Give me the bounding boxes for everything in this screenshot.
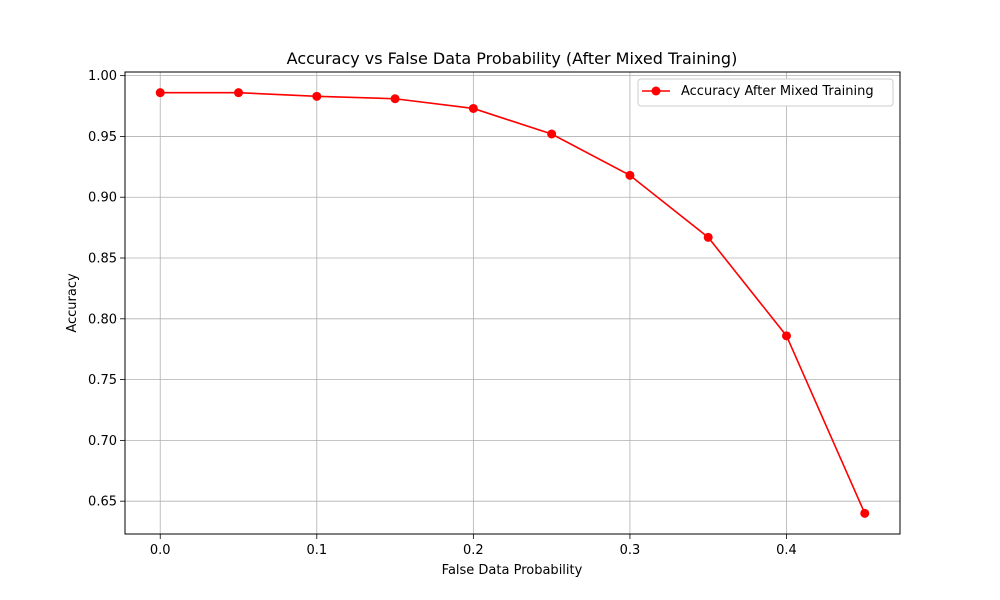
y-tick-label: 0.65 (88, 495, 117, 510)
plot-area-frame (124, 71, 901, 535)
x-axis: 0.0 0.1 0.2 0.3 0.4 (150, 534, 797, 558)
grid (125, 72, 900, 534)
x-tick-label: 0.0 (150, 543, 171, 558)
y-tick-label: 0.70 (88, 434, 117, 449)
data-point (468, 103, 478, 113)
data-point (234, 88, 244, 98)
data-point (547, 129, 557, 139)
data-point (390, 94, 400, 104)
y-tick-label: 0.95 (88, 130, 117, 145)
x-tick-label: 0.4 (776, 543, 797, 558)
data-point (860, 508, 870, 518)
x-tick-label: 0.2 (463, 543, 484, 558)
series-layer (155, 88, 870, 518)
y-tick-label: 0.85 (88, 252, 117, 267)
data-point (312, 91, 322, 101)
data-point (155, 88, 165, 98)
y-tick-label: 1.00 (88, 69, 117, 84)
x-tick-label: 0.1 (306, 543, 327, 558)
y-tick-label: 0.80 (88, 312, 117, 327)
y-tick-label: 0.90 (88, 191, 117, 206)
y-axis-label: Accuracy (65, 273, 80, 333)
data-point (781, 331, 791, 341)
x-axis-label: False Data Probability (442, 563, 583, 578)
legend: Accuracy After Mixed Training (637, 78, 894, 107)
legend-box (637, 78, 894, 107)
chart-title: Accuracy vs False Data Probability (Afte… (287, 49, 738, 68)
y-axis: 0.65 0.70 0.75 0.80 0.85 0.90 0.95 1.00 (88, 69, 125, 510)
data-point (703, 232, 713, 242)
data-point (625, 170, 635, 180)
legend-entry-label: Accuracy After Mixed Training (681, 84, 874, 99)
y-tick-label: 0.75 (88, 373, 117, 388)
legend-marker-swatch (651, 86, 661, 96)
x-tick-label: 0.3 (620, 543, 641, 558)
series-line (160, 91, 866, 514)
